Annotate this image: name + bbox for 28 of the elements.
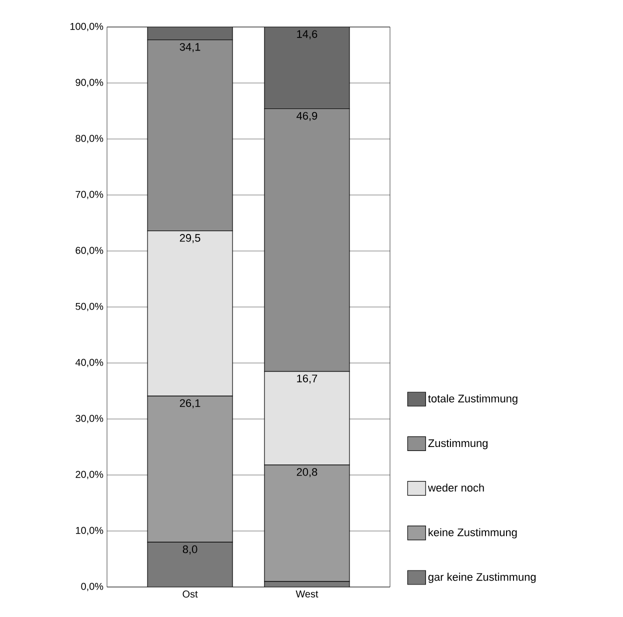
- legend-label: weder noch: [428, 484, 484, 492]
- legend-label: Zustimmung: [428, 439, 488, 450]
- data-label: 29,5: [180, 234, 200, 244]
- data-label: 16,7: [297, 374, 318, 384]
- data-label: 34,1: [180, 43, 200, 52]
- legend-label: gar keine Zustimmung: [428, 572, 536, 583]
- legend-label: totale Zustimmung: [428, 394, 518, 405]
- y-tick-label: 40,0%: [75, 358, 104, 368]
- x-tick-label: Ost: [182, 590, 198, 598]
- y-tick-label: 10,0%: [76, 526, 104, 536]
- data-label: 20,8: [296, 468, 318, 478]
- y-tick-label: 20,0%: [76, 470, 104, 480]
- y-tick-label: 0,0%: [81, 582, 104, 592]
- bar: [147, 542, 233, 587]
- y-tick-label: 50,0%: [76, 302, 104, 312]
- legend-label: keine Zustimmung: [428, 528, 517, 538]
- y-tick-label: 30,0%: [76, 414, 104, 424]
- y-tick-label: 100,0%: [70, 22, 104, 32]
- data-label: 8,0: [182, 545, 198, 554]
- data-label: 46,9: [296, 112, 318, 121]
- data-label: 26,1: [180, 399, 200, 408]
- y-tick-label: 80,0%: [76, 134, 104, 144]
- y-tick-label: 70,0%: [76, 190, 104, 200]
- bar: [147, 26, 233, 40]
- data-label: 14,6: [297, 30, 318, 40]
- y-tick-label: 90,0%: [76, 78, 104, 88]
- x-tick-label: West: [296, 590, 318, 598]
- y-tick-label: 60,0%: [76, 246, 104, 256]
